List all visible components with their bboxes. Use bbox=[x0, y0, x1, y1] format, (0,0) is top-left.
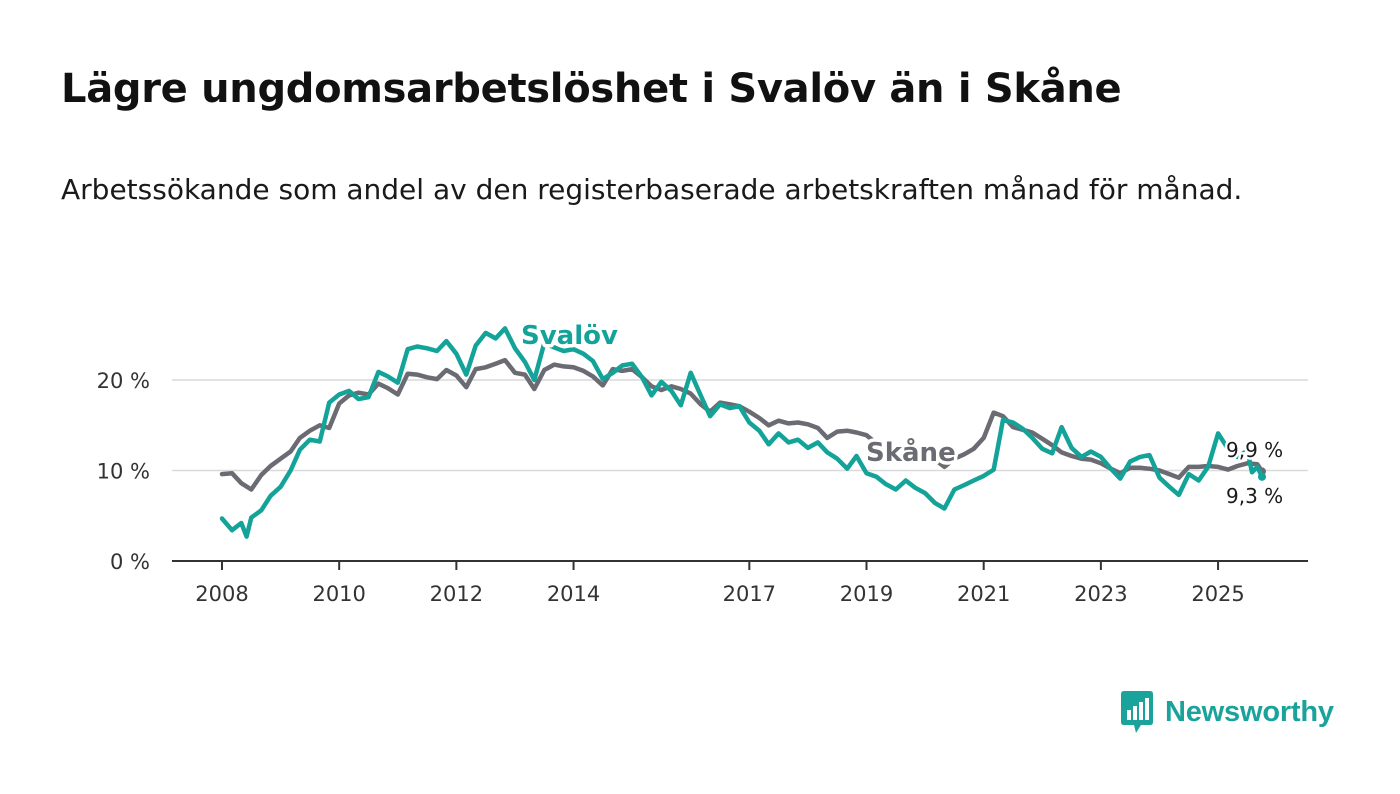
newsworthy-logo-text: Newsworthy bbox=[1165, 695, 1334, 728]
series-line-svalv-end-dot bbox=[1258, 472, 1266, 481]
newsworthy-logo-icon bbox=[1121, 691, 1153, 733]
y-tick-label: 10 % bbox=[97, 460, 150, 484]
x-tick-label: 2017 bbox=[723, 582, 776, 606]
x-tick-label: 2014 bbox=[547, 582, 600, 606]
x-tick-label: 2019 bbox=[840, 582, 893, 606]
svalov-end-value-label: 9,3 % bbox=[1226, 484, 1283, 508]
y-tick-label: 20 % bbox=[97, 369, 150, 393]
x-tick-label: 2010 bbox=[312, 582, 365, 606]
svalov-series-label: Svalöv bbox=[521, 321, 618, 351]
chart-title: Lägre ungdomsarbetslöshet i Svalöv än i … bbox=[61, 66, 1122, 112]
x-tick-label: 2021 bbox=[957, 582, 1010, 606]
x-tick-label: 2012 bbox=[430, 582, 483, 606]
series-line-skne bbox=[219, 357, 1265, 492]
skane-end-value-label: 9,9 % bbox=[1226, 438, 1283, 462]
series-line-svalv bbox=[219, 326, 1265, 539]
x-tick-label: 2023 bbox=[1074, 582, 1127, 606]
skane-series-label: Skåne bbox=[866, 436, 956, 468]
y-tick-label: 0 % bbox=[110, 550, 150, 574]
newsworthy-logo: Newsworthy bbox=[1119, 690, 1334, 734]
line-chart: 0 % 10 % 20 % 2008 2010 2012 2014 2017 2019 2021 2… bbox=[96, 321, 1308, 606]
chart-subtitle: Arbetssökande som andel av den registerb… bbox=[61, 173, 1243, 206]
x-tick-label: 2008 bbox=[195, 582, 248, 606]
x-tick-label: 2025 bbox=[1191, 582, 1244, 606]
